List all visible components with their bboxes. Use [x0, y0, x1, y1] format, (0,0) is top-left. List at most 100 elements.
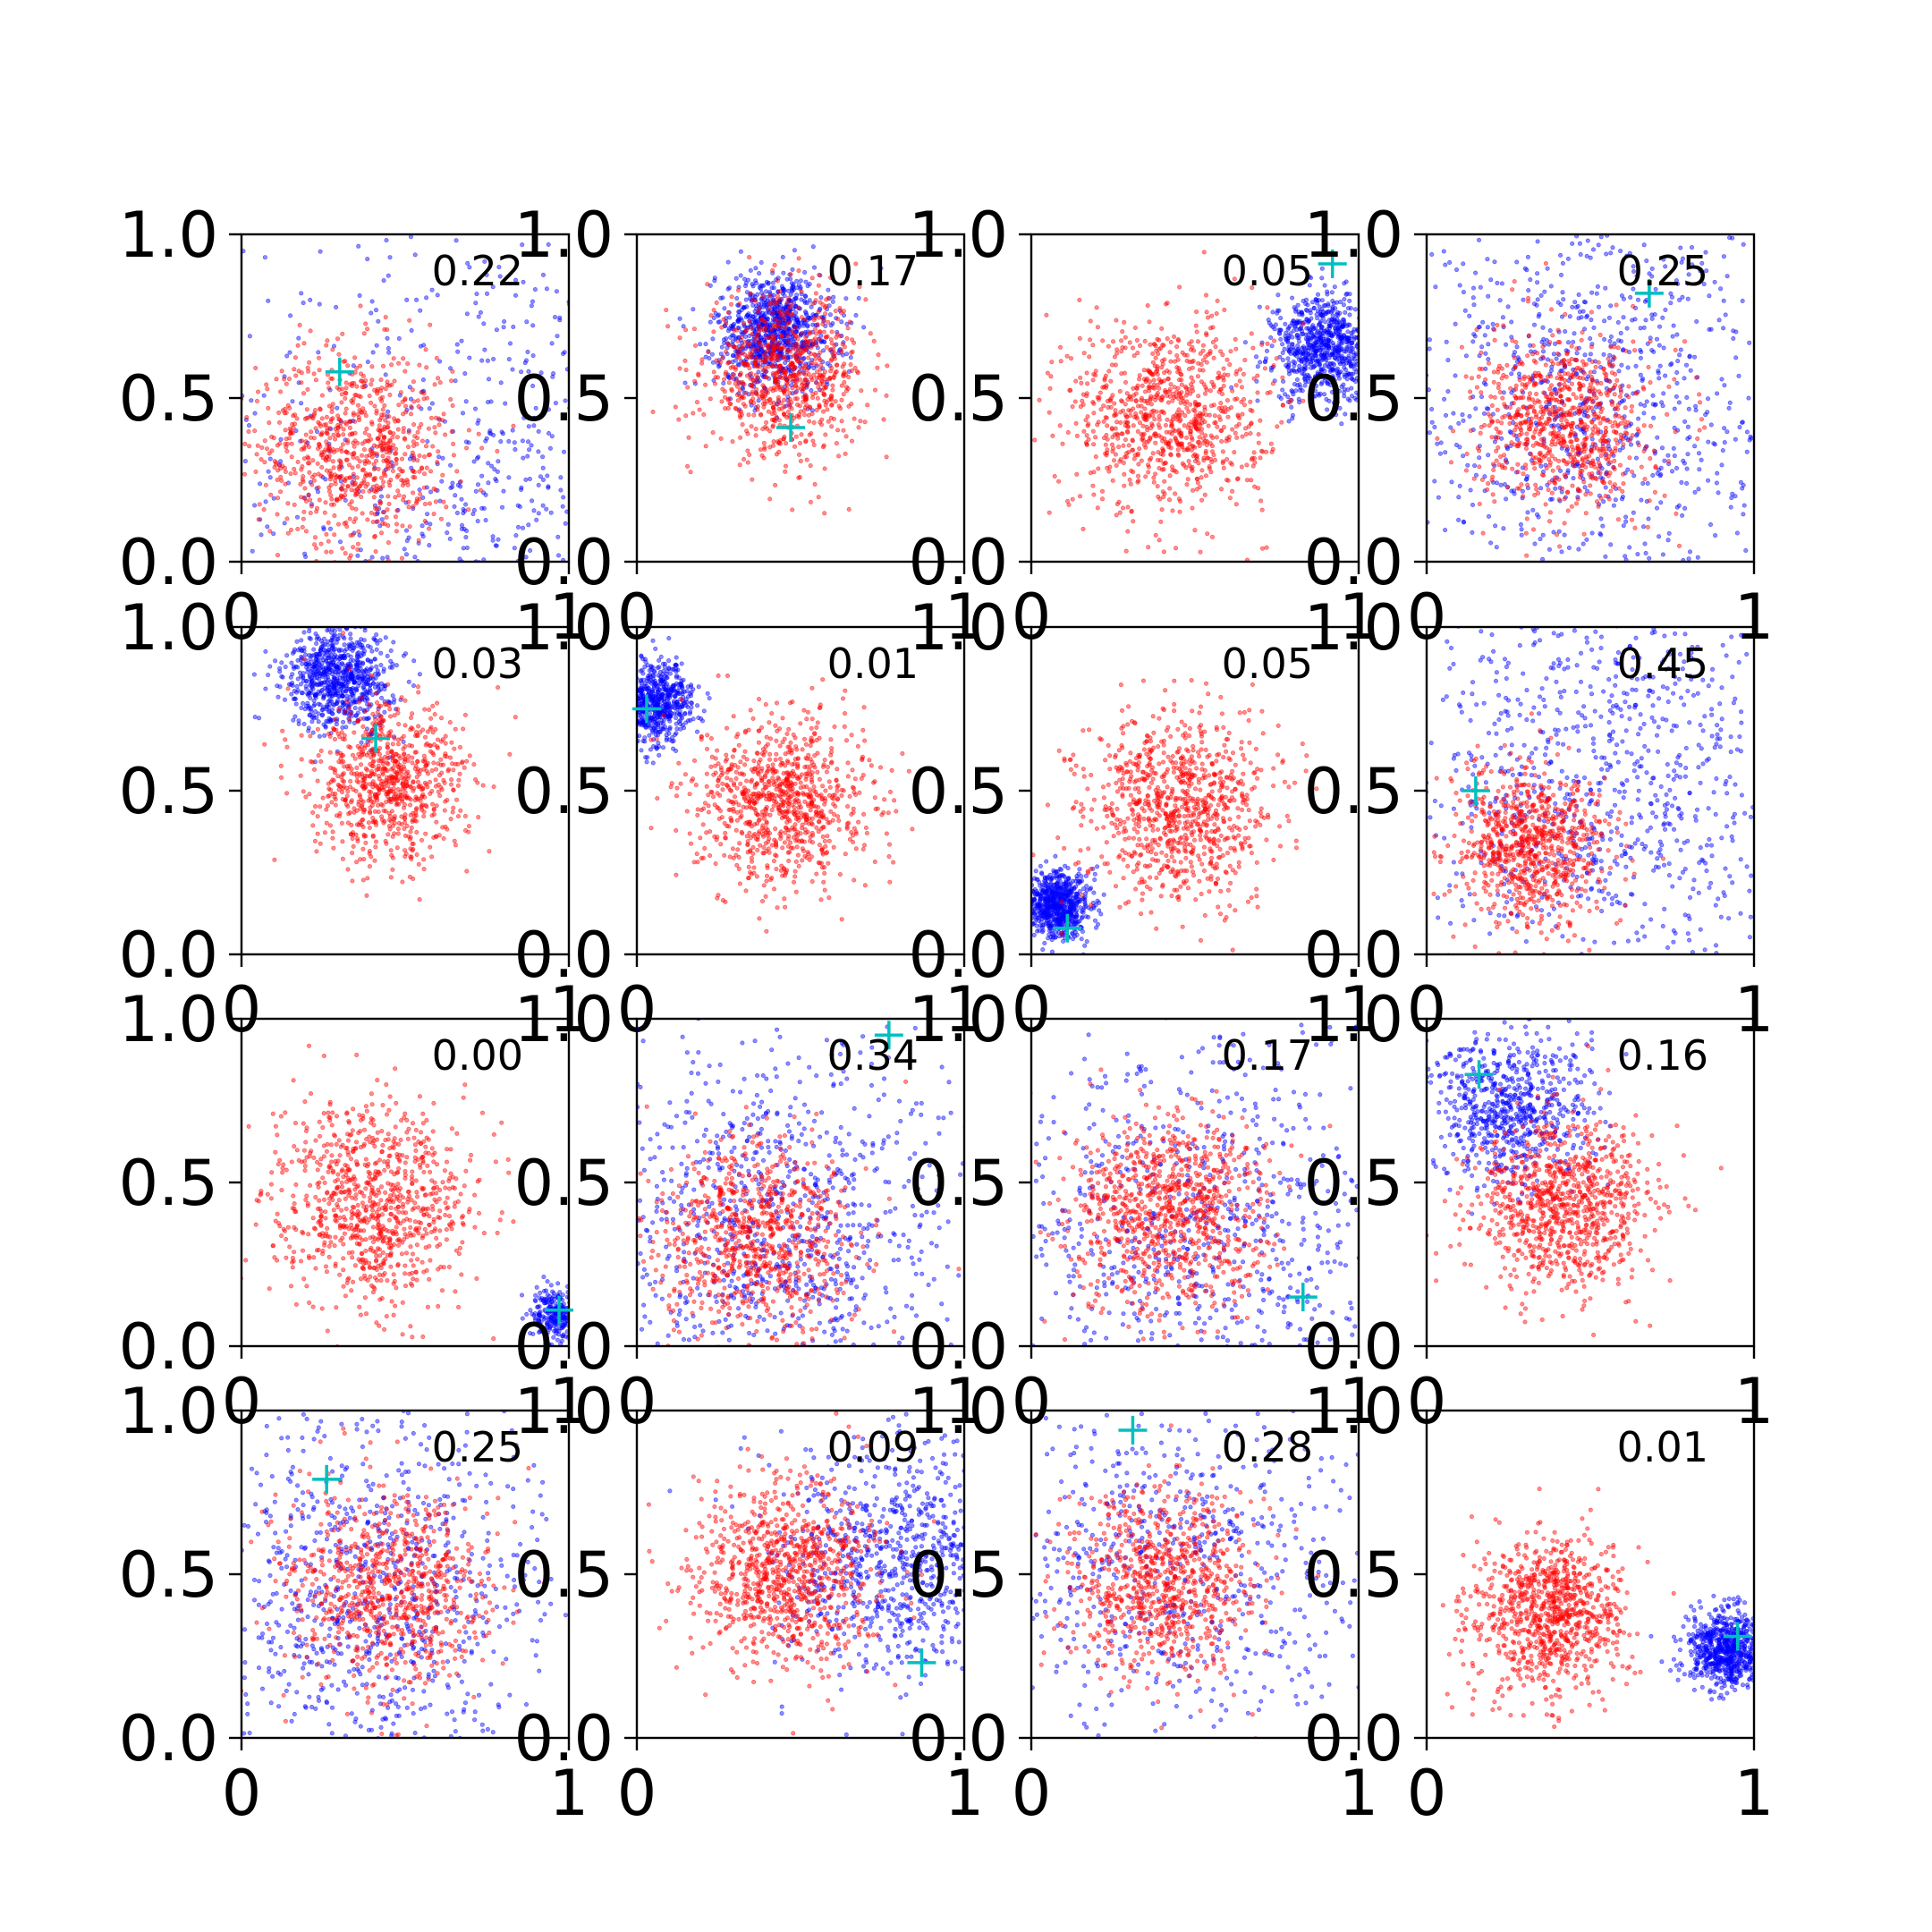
- scatter-point-red: [348, 419, 353, 424]
- scatter-point-blue: [1686, 556, 1691, 562]
- scatter-point-red: [1141, 431, 1147, 436]
- scatter-point-blue: [1558, 252, 1563, 258]
- scatter-point-red: [399, 456, 404, 462]
- y-tick-label: 0.5: [514, 362, 614, 436]
- scatter-point-red: [772, 262, 777, 267]
- scatter-point-blue: [1294, 377, 1300, 382]
- scatter-point-red: [783, 326, 788, 331]
- scatter-point-blue: [1411, 508, 1414, 512]
- scatter-point-blue: [513, 533, 519, 538]
- scatter-point-blue: [533, 405, 538, 411]
- scatter-point-blue: [470, 572, 474, 576]
- scatter-point-red: [1152, 417, 1157, 422]
- scatter-point-red: [1116, 445, 1122, 450]
- scatter-point-red: [414, 501, 419, 506]
- scatter-point-red: [386, 441, 391, 446]
- scatter-point-blue: [725, 286, 731, 292]
- scatter-point-blue: [779, 284, 784, 289]
- scatter-point-red: [1201, 436, 1207, 441]
- scatter-point-blue: [507, 341, 513, 346]
- scatter-point-red: [352, 444, 357, 449]
- scatter-point-red: [872, 387, 877, 393]
- scatter-point-blue: [681, 324, 686, 329]
- scatter-point-blue: [1678, 347, 1683, 352]
- scatter-point-blue: [520, 525, 525, 530]
- scatter-point-red: [763, 359, 768, 364]
- scatter-point-red: [406, 499, 411, 504]
- scatter-point-red: [401, 356, 406, 361]
- scatter-point-red: [766, 409, 771, 414]
- scatter-point-blue: [536, 449, 541, 454]
- scatter-point-red: [314, 509, 319, 514]
- scatter-point-red: [333, 481, 338, 487]
- scatter-point-red: [387, 483, 393, 488]
- scatter-point-red: [1154, 348, 1159, 353]
- scatter-point-blue: [1690, 245, 1695, 250]
- scatter-point-red: [356, 529, 361, 534]
- scatter-point-red: [865, 402, 870, 408]
- scatter-point-red: [1216, 389, 1222, 394]
- scatter-point-blue: [1341, 361, 1346, 367]
- scatter-point-red: [767, 342, 772, 347]
- scatter-point-blue: [853, 312, 859, 318]
- scatter-point-red: [302, 486, 308, 491]
- scatter-point-red: [800, 382, 805, 387]
- scatter-point-blue: [1657, 324, 1663, 329]
- scatter-point-red: [745, 448, 750, 453]
- scatter-point-red: [1232, 450, 1237, 455]
- scatter-point-red: [381, 458, 386, 463]
- scatter-point-blue: [310, 569, 314, 572]
- scatter-point-red: [407, 318, 412, 323]
- scatter-point-red: [1169, 421, 1174, 427]
- scatter-point-red: [400, 523, 405, 529]
- scatter-point-red: [1113, 362, 1118, 368]
- scatter-point-red: [884, 393, 889, 398]
- scatter-point-blue: [1343, 309, 1348, 315]
- scatter-point-red: [336, 352, 342, 357]
- scatter-point-red: [1197, 439, 1202, 445]
- scatter-point-red: [794, 342, 800, 347]
- scatter-point-red: [332, 532, 337, 538]
- scatter-point-blue: [730, 353, 735, 359]
- scatter-point-red: [1152, 363, 1157, 369]
- y-tick-label: 0.5: [909, 362, 1008, 436]
- scatter-point-red: [1151, 479, 1157, 485]
- scatter-point-red: [312, 472, 318, 478]
- scatter-point-blue: [386, 409, 391, 414]
- scatter-point-blue: [1323, 377, 1328, 383]
- scatter-point-blue: [369, 310, 374, 316]
- scatter-point-blue: [318, 249, 323, 254]
- scatter-point-red: [308, 328, 313, 334]
- scatter-point-blue: [546, 430, 551, 436]
- scatter-point-red: [1209, 313, 1215, 318]
- scatter-point-red: [818, 367, 823, 372]
- scatter-point-red: [1221, 465, 1226, 470]
- scatter-point-red: [362, 430, 368, 436]
- scatter-point-red: [1175, 452, 1181, 457]
- scatter-point-red: [312, 411, 318, 416]
- scatter-point-red: [1101, 403, 1106, 409]
- scatter-point-blue: [1366, 358, 1369, 361]
- scatter-point-red: [735, 338, 741, 343]
- scatter-point-red: [1153, 440, 1158, 445]
- scatter-point-red: [1264, 545, 1269, 550]
- scatter-point-red: [1078, 494, 1083, 499]
- scatter-point-red: [1234, 369, 1240, 374]
- scatter-point-blue: [1331, 367, 1336, 372]
- scatter-point-red: [756, 309, 761, 315]
- scatter-point-red: [1221, 377, 1226, 383]
- scatter-point-blue: [427, 543, 432, 548]
- scatter-point-red: [326, 445, 332, 451]
- scatter-point-red: [267, 420, 272, 426]
- scatter-point-blue: [827, 312, 833, 318]
- scatter-point-blue: [1640, 480, 1646, 486]
- scatter-point-red: [326, 538, 331, 544]
- scatter-point-red: [683, 413, 689, 419]
- scatter-point-blue: [440, 455, 445, 461]
- scatter-point-blue: [1323, 343, 1328, 348]
- scatter-point-red: [1136, 473, 1141, 479]
- scatter-point-blue: [716, 364, 722, 369]
- scatter-point-red: [1178, 371, 1183, 377]
- scatter-point-red: [511, 423, 516, 428]
- scatter-point-red: [1150, 451, 1156, 456]
